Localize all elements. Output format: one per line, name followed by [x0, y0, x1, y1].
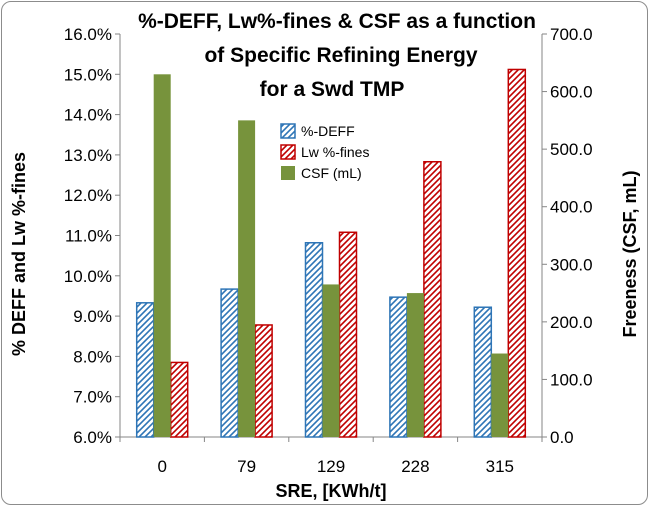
y-tick-label-right: 700.0	[550, 25, 593, 44]
y-tick-label-right: 600.0	[550, 83, 593, 102]
bar-csf	[153, 74, 171, 438]
chart-title: %-DEFF, Lw%-fines & CSF as a function of…	[138, 10, 536, 101]
legend: %-DEFF Lw %-fines CSF (mL)	[273, 118, 403, 192]
bar-deff	[135, 302, 155, 438]
y-tick-label-right: 400.0	[550, 198, 593, 217]
legend-swatch	[281, 166, 295, 180]
y-tick-label-left: 12.0%	[64, 186, 112, 205]
y-tick-label-left: 14.0%	[64, 106, 112, 125]
x-tick-label: 228	[401, 457, 429, 476]
x-tick-label: 79	[237, 457, 256, 476]
bar-deff	[304, 242, 324, 438]
y-tick-label-left: 8.0%	[73, 347, 112, 366]
legend-swatch	[280, 123, 296, 139]
y-tick-label-left: 9.0%	[73, 307, 112, 326]
y-tick-label-left: 6.0%	[73, 428, 112, 447]
y-tick-label-right: 0.0	[550, 428, 574, 447]
chart-title-line-3: for a Swd TMP	[260, 78, 405, 101]
chart-title-line-2: of Specific Refining Energy	[204, 44, 477, 67]
legend-label: %-DEFF	[301, 123, 355, 139]
bar-lw-fines	[169, 361, 189, 438]
y-tick-label-left: 16.0%	[64, 25, 112, 44]
y-tick-label-left: 10.0%	[64, 267, 112, 286]
bar-csf	[238, 120, 256, 437]
y-tick-label-left: 15.0%	[64, 65, 112, 84]
y-tick-label-right: 100.0	[550, 370, 593, 389]
bar-lw-fines	[423, 161, 442, 438]
x-tick-label: 129	[317, 457, 345, 476]
legend-label: Lw %-fines	[301, 144, 369, 160]
y-tick-label-left: 11.0%	[65, 227, 112, 246]
x-axis-title: SRE, [KWh/t]	[276, 481, 387, 501]
bar-csf	[406, 293, 424, 437]
y-axis-title-right: Freeness (CSF, mL)	[620, 170, 640, 337]
y-tick-label-right: 300.0	[550, 255, 593, 274]
bar-deff	[220, 288, 239, 438]
plot-area: 6.0% 7.0% 8.0% 9.0% 10.0% 11.0% 12.0% 13.0% 14.0…	[64, 25, 593, 476]
y-axis-title-left: % DEFF and Lw %-fines	[9, 152, 29, 356]
legend-label: CSF (mL)	[301, 165, 362, 181]
chart-title-line-1: %-DEFF, Lw%-fines & CSF as a function	[138, 10, 536, 33]
bar-csf	[322, 284, 340, 437]
bar-lw-fines	[338, 231, 358, 438]
x-tick-label: 0	[157, 457, 166, 476]
bar-lw-fines	[507, 68, 527, 438]
y-tick-label-right: 500.0	[550, 140, 593, 159]
y-tick-label-left: 13.0%	[64, 146, 112, 165]
x-tick-label: 315	[486, 457, 514, 476]
bar-deff	[473, 306, 493, 438]
y-tick-label-right: 200.0	[550, 313, 593, 332]
legend-swatch	[280, 144, 296, 160]
y-tick-label-left: 7.0%	[73, 388, 112, 407]
bar-lw-fines	[254, 324, 273, 438]
bar-deff	[389, 296, 408, 438]
bar-csf	[491, 353, 509, 437]
